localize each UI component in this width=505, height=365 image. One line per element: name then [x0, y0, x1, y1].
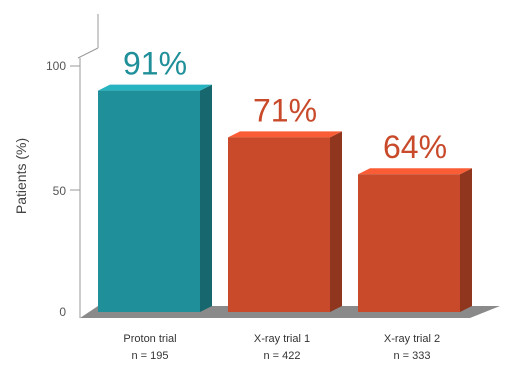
bar-top: [98, 84, 212, 91]
data-label: 71%: [253, 92, 317, 128]
bar: [358, 174, 460, 312]
y-tick-label: 100: [46, 59, 66, 73]
category-label: X-ray trial 1: [254, 333, 310, 345]
category-label: Proton trial: [123, 333, 176, 345]
bar: [228, 137, 330, 312]
data-label: 64%: [383, 129, 447, 165]
data-label: 91%: [123, 46, 187, 82]
category-n-label: n = 333: [393, 350, 430, 362]
bar: [98, 90, 200, 312]
bar-side: [460, 168, 472, 312]
bar-side: [330, 131, 342, 312]
bar-top: [228, 131, 342, 138]
y-axis-label: Patients (%): [13, 138, 29, 214]
y-tick-label: 0: [59, 305, 66, 319]
category-label: X-ray trial 2: [384, 333, 440, 345]
bar-side: [200, 84, 212, 312]
bar-top: [358, 168, 472, 175]
y-axis-break: [77, 47, 99, 59]
category-n-label: n = 195: [131, 350, 168, 362]
bars-group: 91% 71% 64%: [98, 46, 472, 312]
category-n-label: n = 422: [263, 350, 300, 362]
y-tick-label: 50: [53, 184, 67, 198]
